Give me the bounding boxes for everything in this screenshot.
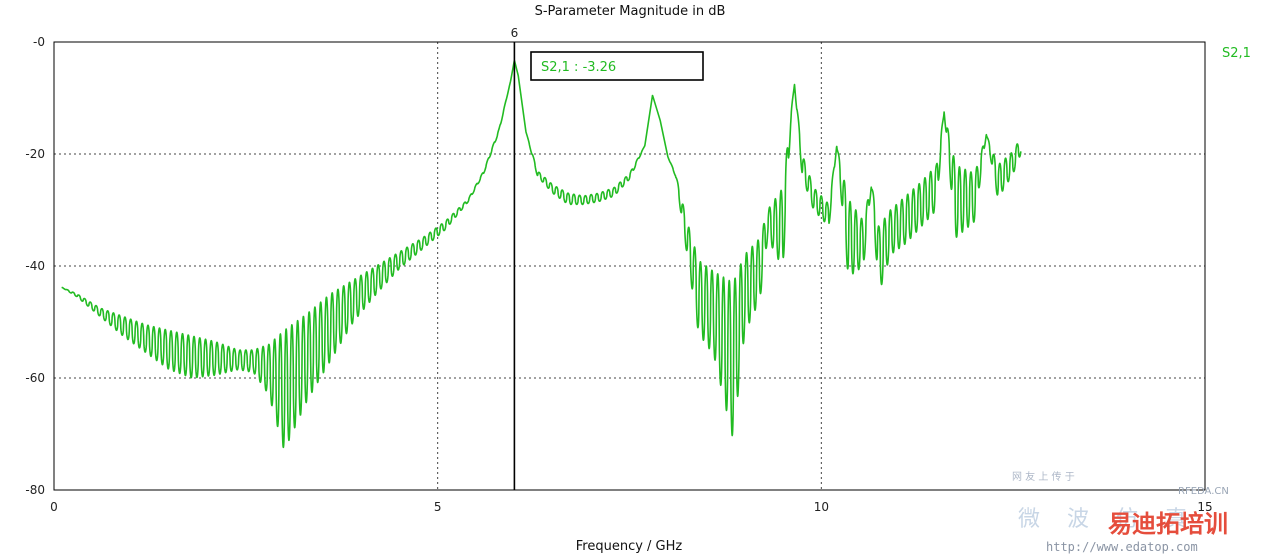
chart-title: S-Parameter Magnitude in dB [535,4,726,19]
legend-entry-s21: S2,1 [1222,46,1251,61]
x-tick-label-0: 0 [50,500,58,514]
grid-lines [54,42,1205,490]
y-tick-label--40: -40 [25,259,45,273]
watermark: 网 友 上 传 于 RFEDA.CN 微 波 仿 真 易迪拓培训 http://… [1012,470,1229,554]
axis-ticks: 0 5 10 15 -0 -20 -40 -60 -80 [25,35,1212,514]
y-tick-label--20: -20 [25,147,45,161]
watermark-brand-red: 易迪拓培训 [1108,510,1228,538]
series-line-s21 [61,59,1022,449]
x-axis-title: Frequency / GHz [576,539,683,554]
y-tick-label--80: -80 [25,483,45,497]
x-tick-label-10: 10 [814,500,829,514]
y-tick-label--60: -60 [25,371,45,385]
watermark-url: http://www.edatop.com [1046,540,1198,554]
x-tick-label-5: 5 [434,500,442,514]
marker-layer[interactable]: 6 S2,1 : -3.26 [511,26,704,490]
watermark-site-tag: RFEDA.CN [1178,486,1229,497]
x-tick-label-15: 15 [1197,500,1212,514]
watermark-uploaded-by: 网 友 上 传 于 [1012,470,1075,483]
marker-x-label: 6 [511,26,519,40]
y-tick-label--0: -0 [33,35,45,49]
plot-frame [53,41,1206,491]
watermark-brand-cn: 微 波 仿 真 [1018,507,1197,532]
series-layer [61,59,1022,449]
marker-readout-box [530,51,704,81]
marker-readout-text: S2,1 : -3.26 [541,60,616,75]
